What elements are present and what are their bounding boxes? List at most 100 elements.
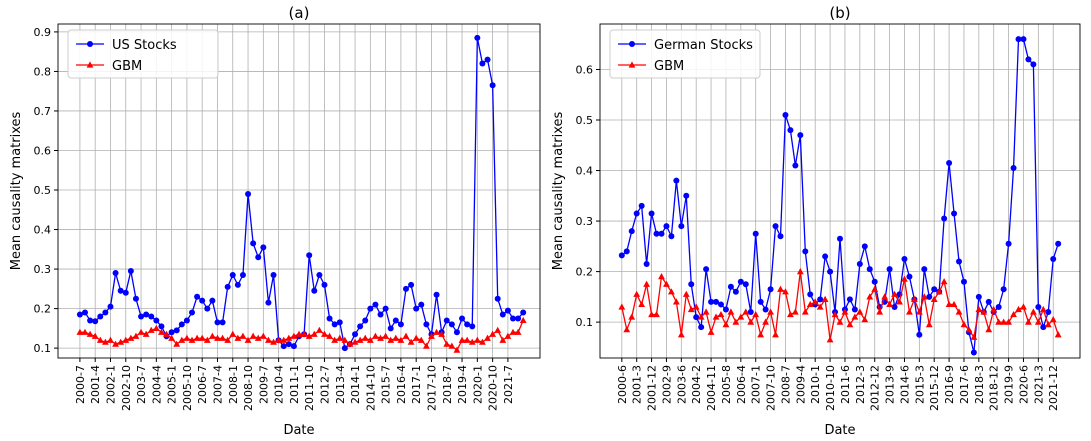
- marker: [97, 313, 104, 320]
- marker: [438, 330, 446, 337]
- marker: [801, 308, 809, 315]
- x-tick-label: 2010-4: [273, 365, 286, 404]
- x-tick-label: 2012-7: [318, 365, 331, 404]
- marker: [321, 281, 328, 288]
- marker: [921, 266, 928, 273]
- legend-label: US Stocks: [112, 38, 177, 53]
- marker: [876, 308, 884, 315]
- marker: [418, 301, 425, 308]
- marker: [387, 336, 395, 343]
- x-tick-label: 2006-7: [196, 365, 209, 404]
- marker: [866, 266, 873, 273]
- x-tick-label: 2015-3: [913, 365, 926, 404]
- marker: [377, 311, 384, 318]
- marker: [846, 321, 854, 328]
- x-axis-label: Date: [283, 423, 314, 438]
- marker: [408, 281, 415, 288]
- marker: [254, 334, 262, 341]
- marker: [866, 293, 874, 300]
- marker: [951, 210, 958, 217]
- marker: [796, 267, 804, 275]
- x-tick-label: 2017-10: [425, 365, 438, 411]
- y-axis-label: Mean causality matrixes: [9, 112, 24, 271]
- x-tick-label: 2020-1: [471, 365, 484, 404]
- marker: [515, 315, 522, 322]
- marker: [663, 280, 670, 287]
- x-tick-label: 2016-4: [395, 365, 408, 404]
- marker: [458, 336, 466, 343]
- marker: [514, 328, 522, 335]
- marker: [816, 303, 824, 310]
- marker: [158, 323, 165, 330]
- marker: [737, 313, 745, 320]
- marker: [762, 306, 769, 313]
- marker: [871, 278, 878, 285]
- marker: [762, 318, 770, 325]
- y-tick-label: 0.6: [34, 144, 52, 157]
- marker: [433, 328, 440, 335]
- marker: [1015, 36, 1022, 43]
- marker: [198, 334, 206, 341]
- marker: [658, 273, 665, 280]
- marker: [851, 306, 858, 313]
- plot-frame: [599, 23, 1081, 359]
- marker: [260, 244, 267, 251]
- marker: [280, 343, 287, 350]
- marker: [112, 270, 119, 277]
- marker: [402, 332, 410, 339]
- marker: [152, 324, 160, 331]
- marker: [1054, 331, 1062, 338]
- marker: [183, 317, 190, 324]
- marker: [341, 345, 348, 352]
- y-tick-label: 0.3: [576, 215, 594, 228]
- marker: [143, 311, 150, 318]
- marker: [1049, 315, 1057, 323]
- marker: [1005, 240, 1012, 247]
- legend-marker: [628, 61, 636, 68]
- marker: [752, 310, 760, 318]
- marker: [831, 310, 839, 318]
- marker: [305, 332, 313, 339]
- marker: [484, 334, 491, 341]
- marker: [163, 330, 170, 337]
- marker: [956, 258, 963, 265]
- x-tick-label: 2011-10: [303, 365, 316, 411]
- marker: [453, 346, 461, 353]
- marker: [767, 308, 774, 315]
- marker: [479, 338, 486, 345]
- marker: [916, 331, 923, 338]
- marker: [81, 328, 89, 335]
- marker: [336, 334, 344, 341]
- marker: [387, 325, 394, 332]
- marker: [464, 321, 471, 328]
- marker: [473, 336, 481, 343]
- marker: [504, 307, 511, 314]
- marker: [638, 202, 645, 209]
- marker: [219, 319, 226, 326]
- marker: [727, 308, 735, 315]
- marker: [807, 291, 814, 298]
- marker: [448, 321, 455, 328]
- marker: [1050, 255, 1057, 262]
- x-tick-label: 2007-1: [750, 365, 763, 404]
- marker: [732, 318, 740, 325]
- marker: [821, 295, 829, 302]
- marker: [255, 254, 262, 261]
- marker: [767, 286, 774, 293]
- marker: [618, 303, 626, 310]
- marker: [975, 305, 983, 313]
- x-tick-label: 2010-10: [824, 365, 837, 411]
- marker: [822, 253, 829, 260]
- marker: [199, 297, 206, 304]
- marker: [87, 317, 94, 324]
- marker: [668, 288, 675, 295]
- marker: [153, 317, 160, 324]
- marker: [1040, 324, 1047, 331]
- marker: [285, 334, 293, 341]
- marker: [742, 281, 749, 288]
- marker: [397, 336, 405, 343]
- marker: [1030, 61, 1037, 68]
- marker: [183, 334, 191, 341]
- marker: [668, 233, 675, 240]
- legend-box: [609, 29, 761, 79]
